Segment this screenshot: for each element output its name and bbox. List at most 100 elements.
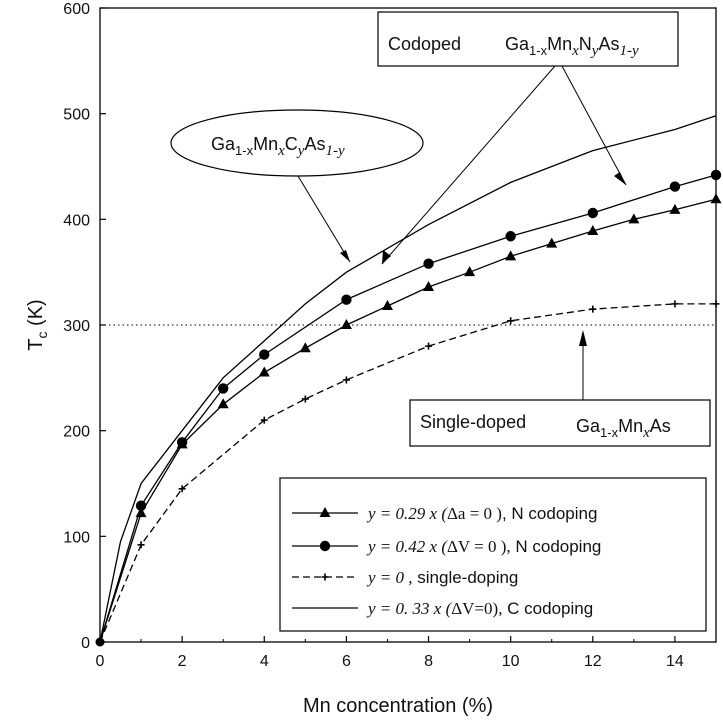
x-tick-label: 14: [666, 653, 684, 670]
x-axis-label: Mn concentration (%): [303, 695, 493, 717]
annotation-carbon: Ga1-xMnxCyAs1-y: [170, 109, 424, 263]
data-point-n_circ: [218, 383, 229, 394]
data-point-n_circ: [710, 169, 722, 181]
data-point-n_tri: [299, 342, 311, 353]
x-tick-label: 4: [260, 653, 269, 670]
annotation-single-formula: Ga1-xMnxAs: [576, 416, 671, 441]
formula-part: As: [650, 416, 671, 436]
annotation-codoped-box: [377, 11, 679, 67]
series-n_tri: [99, 193, 722, 643]
data-point-n_tri: [217, 398, 229, 409]
x-tick-label: 6: [342, 653, 351, 670]
formula-part: Ga: [211, 134, 236, 154]
legend-swatch-marker: [319, 507, 331, 517]
y-tick-label: 600: [63, 1, 90, 18]
annotation-codoped-formula: Ga1-xMnxNyAs1-y: [505, 34, 639, 59]
data-point-n_tri: [340, 319, 352, 329]
annotation-codoped: Codoped Ga1-xMnxNyAs1-y: [377, 11, 679, 265]
y-tick-label: 500: [63, 107, 90, 124]
formula-part: y: [590, 43, 599, 59]
data-point-n_tri: [423, 280, 435, 291]
x-tick-label: 10: [502, 653, 520, 670]
formula-part: 1-y: [325, 143, 344, 159]
legend-entry-n_tri: y = 0.29 x (Δa = 0 ), N codoping: [292, 504, 597, 523]
formula-part: Ga: [505, 34, 530, 54]
data-point-n_tri: [546, 237, 558, 248]
y-tick-label: 100: [63, 529, 90, 546]
formula-part: x: [277, 143, 285, 159]
data-point-single: [260, 416, 268, 424]
legend-condition: ΔV = 0 ),: [447, 537, 511, 556]
data-point-single: [425, 342, 433, 350]
legend-label-n_tri: y = 0.29 x (Δa = 0 ), N codoping: [366, 504, 597, 523]
x-tick-label: 2: [178, 653, 187, 670]
annotation-carbon-arrow: [297, 175, 351, 263]
formula-part: Mn: [618, 416, 643, 436]
series-line-n_tri: [99, 198, 717, 643]
y-axis-label-main: T: [25, 339, 47, 351]
data-point-n_tri: [669, 203, 681, 214]
data-point-n_circ: [176, 437, 188, 448]
axis-ticks: 0 2 4 6 8 10 12 14 0 100 200 300 400 500 600: [63, 1, 717, 670]
data-point-n_circ: [587, 207, 598, 219]
data-point-n_circ: [669, 181, 681, 192]
chart-legend: y = 0.29 x (Δa = 0 ), N codoping y = 0.42…: [279, 477, 707, 632]
legend-description: , N codoping: [502, 504, 597, 523]
annotation-single-box: [409, 399, 711, 447]
data-point-n_tri: [710, 193, 722, 204]
data-point-n_circ: [259, 349, 270, 360]
annotation-codoped-label: Codoped: [388, 34, 461, 54]
x-tick-label: 8: [424, 653, 433, 670]
formula-part: Mn: [253, 134, 278, 154]
data-point-n_tri: [464, 266, 476, 277]
series-single: [99, 300, 720, 643]
formula-part: y: [296, 143, 305, 159]
y-tick-label: 0: [81, 635, 90, 652]
data-point-n_circ: [505, 231, 516, 242]
series-c_line: [99, 115, 717, 643]
y-axis-label-unit: (K): [25, 299, 47, 331]
formula-part: Mn: [547, 34, 572, 54]
formula-part: Ga: [576, 416, 601, 436]
y-tick-label: 200: [63, 424, 90, 441]
arrowhead-carbon: [340, 250, 350, 262]
y-tick-label: 400: [63, 212, 90, 229]
arrowhead-single: [579, 330, 587, 346]
legend-equation: y = 0. 33 x (: [366, 599, 453, 618]
legend-description: single-doping: [413, 568, 519, 587]
data-point-single: [137, 541, 145, 549]
data-point-single: [342, 376, 350, 384]
series-line-c_line: [99, 115, 717, 643]
legend-label-single: y = 0 , single-doping: [366, 568, 518, 587]
legend-description: N codoping: [511, 537, 602, 556]
annotation-codoped-arrow-1: [381, 65, 556, 265]
legend-entry-single: y = 0 , single-doping: [292, 568, 518, 587]
arrowhead-codoped-2: [614, 172, 626, 185]
legend-label-n_circ: y = 0.42 x (ΔV = 0 ), N codoping: [366, 537, 601, 556]
data-point-n_tri: [258, 366, 270, 377]
y-tick-label: 300: [63, 318, 90, 335]
data-point-n_tri: [381, 299, 393, 310]
data-point-n_tri: [587, 224, 599, 235]
x-tick-label: 12: [584, 653, 602, 670]
formula-part: As: [304, 134, 325, 154]
legend-equation: y = 0.42 x (: [366, 537, 448, 556]
legend-entry-c_line: y = 0. 33 x (ΔV=0), C codoping: [292, 599, 593, 618]
formula-part: As: [598, 34, 619, 54]
arrowhead-codoped-1: [382, 250, 391, 264]
legend-condition: ΔV=0),: [451, 599, 502, 618]
annotation-carbon-ellipse: [170, 109, 424, 177]
data-point-single: [589, 305, 597, 313]
legend-entry-n_circ: y = 0.42 x (ΔV = 0 ), N codoping: [292, 537, 601, 556]
formula-part: 1-x: [235, 143, 254, 158]
series-layer: [95, 115, 722, 647]
data-point-single: [301, 395, 309, 403]
data-point-single: [671, 300, 679, 308]
data-point-n_circ: [135, 500, 147, 511]
formula-part: x: [642, 425, 650, 441]
data-point-single: [712, 300, 720, 308]
y-axis-label: Tc (K): [25, 299, 50, 350]
origin-point: [95, 637, 105, 647]
legend-description: C codoping: [502, 599, 593, 618]
